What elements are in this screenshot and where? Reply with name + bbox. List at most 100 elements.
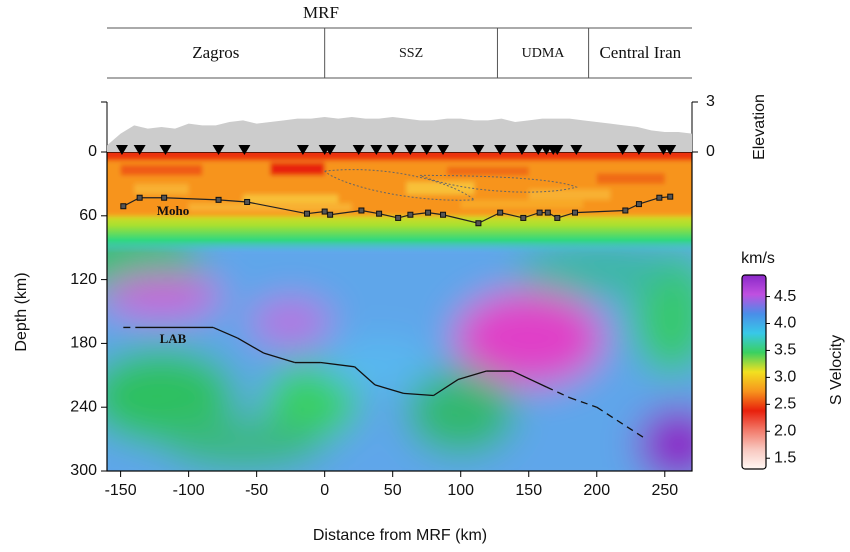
y-tick-label: 120 [70,271,97,288]
velocity-anomaly [263,364,359,439]
moho-point [244,198,251,205]
crust-patch [447,166,529,176]
velocity-anomaly [107,348,237,445]
moho-point [572,209,578,216]
moho-point [497,209,504,216]
x-tick-label: 150 [515,482,542,499]
moho-point [520,214,527,221]
station [616,145,629,155]
velocity-field [107,152,692,471]
moho-point [667,193,674,200]
crust-patch [270,162,325,176]
lab-segment [354,366,376,386]
colorbar-tick-label: 3.5 [774,342,796,359]
moho-point [321,208,328,215]
velocity-anomaly [107,272,223,319]
x-tick-label: -50 [245,482,268,499]
y-tick-label: 180 [70,335,97,352]
velocity-anomaly [161,417,325,471]
station [632,145,645,155]
colorbar-label: S Velocity [828,335,845,405]
crust-top [107,152,692,161]
station [515,145,528,155]
lab-segment [374,384,404,394]
station [370,145,383,155]
crust-patch [596,173,665,184]
x-tick-label: 100 [447,482,474,499]
velocity-anomaly [249,298,332,346]
colorbar-tick-label: 2.5 [774,396,796,413]
station [296,145,309,155]
moho-point [303,210,310,217]
x-tick-label: 200 [583,482,610,499]
station [494,145,507,155]
crust-patch [120,164,203,176]
region-label: UDMA [522,46,566,61]
y2-tick-label: 3 [706,93,715,110]
elevation-area [107,117,692,152]
moho-point [425,209,432,216]
region-label: Zagros [192,43,239,62]
moho-point [120,203,127,210]
x-tick-label: -100 [173,482,205,499]
lab-segment [320,361,355,368]
lab-segment [596,406,645,439]
station [212,145,225,155]
station [551,145,564,155]
lab-segment [433,379,459,397]
contour [324,169,476,201]
velocity-anomaly [637,407,692,471]
y-tick-label: 60 [79,207,97,224]
colorbar-tick-label: 4.5 [774,288,796,305]
lab-segment [569,397,597,408]
station [472,145,485,155]
station [133,145,146,155]
x-tick-label: 250 [651,482,678,499]
y2-axis-label: Elevation [751,94,768,160]
crust-patch [460,199,584,209]
y-tick-label: 0 [88,143,97,160]
station [404,145,417,155]
lab-label: LAB [160,331,187,346]
moho-point [407,211,414,218]
velocity-anomaly [453,290,604,386]
lab-segment [546,386,570,399]
moho-point [136,194,143,201]
colorbar-unit: km/s [741,250,775,267]
lab-segment [263,352,295,364]
moho-point [327,211,334,218]
moho-point [544,209,551,216]
station [420,145,433,155]
moho-point [395,214,402,221]
lab-segment [457,370,487,381]
velocity-anomaly [406,370,516,455]
moho-label: Moho [157,203,190,218]
crust-patch [134,183,189,195]
lab-segment [512,370,547,388]
crust-patch [406,181,475,195]
y2-tick-label: 0 [706,143,715,160]
chart-title: MRF [303,3,339,22]
lab-segment [212,326,238,339]
station [570,145,583,155]
x-tick-label: 0 [320,482,329,499]
moho-point [656,194,663,201]
station [664,145,677,155]
moho-point [622,207,629,214]
velocity-anomaly [515,242,679,296]
mantle [107,215,692,471]
station [159,145,172,155]
contour [419,174,578,193]
colorbar-tick-label: 4.0 [774,315,796,332]
colorbar-tick-label: 3.0 [774,369,796,386]
station [115,145,128,155]
y-tick-label: 240 [70,398,97,415]
moho-point [536,209,543,216]
moho-point [475,220,482,227]
region-label: Central Iran [599,43,681,62]
moho-point [376,210,383,217]
velocity-anomaly [324,338,434,392]
x-axis-label: Distance from MRF (km) [313,527,487,544]
